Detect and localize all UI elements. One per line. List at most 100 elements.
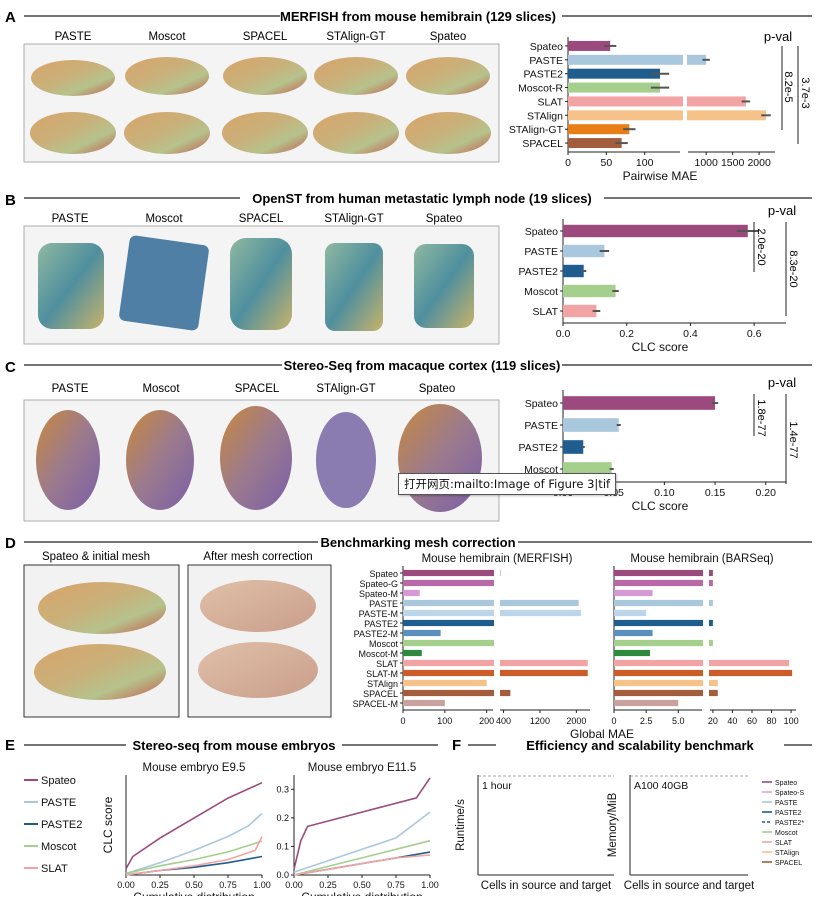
category-tick-label: Spateo-G (359, 579, 398, 589)
category-tick-label: Spateo-M (359, 589, 398, 599)
limit-annotation: A100 40GB (634, 780, 688, 792)
mesh-image-label: After mesh correction (203, 551, 312, 563)
legend-label: PASTE2 (41, 819, 82, 831)
x-tick-label: 0.20 (756, 487, 777, 499)
axis-break-gap (703, 568, 709, 578)
axis-break-gap (703, 678, 709, 688)
method-label: Moscot (145, 213, 183, 225)
series-line-moscot (125, 840, 263, 875)
brain-slice-image (314, 57, 398, 95)
axis-break-gap (494, 688, 500, 698)
bar-paste (614, 599, 713, 607)
pval-value: 8.3e-20 (787, 250, 799, 287)
axis-break-gap (683, 95, 687, 108)
pval-value: 8.2e-5 (782, 71, 794, 102)
x-tick-label: 0 (611, 716, 616, 726)
x-axis-label: Cells in source and target (624, 880, 755, 892)
category-tick-label: Spateo (525, 398, 558, 410)
bar-spateo (403, 569, 501, 577)
brain-mesh-image (38, 582, 166, 634)
cortex-slice-image (398, 404, 482, 512)
brain-slice-image (124, 112, 210, 154)
chart-e: Mouse embryo E9.50.000.250.500.751.00Cum… (24, 762, 439, 901)
lymph-node-image (38, 243, 104, 329)
x-tick-label: 0.00 (285, 880, 303, 890)
pval-value: 1.4e-77 (787, 421, 799, 458)
category-tick-label: Spateo (530, 41, 563, 53)
method-label: SPACEL (239, 213, 284, 225)
lymph-node-image (325, 243, 383, 331)
series-line-spateo (125, 781, 263, 870)
chart-f: 1 hour Cells in source and target Runtime/… (455, 775, 805, 892)
brain-slice-image (313, 112, 399, 154)
legend-label: Spateo (775, 780, 797, 787)
axis-break-gap (494, 668, 500, 678)
pval-label: p-val (768, 203, 796, 218)
method-label: Spateo (426, 213, 462, 225)
panel-b-title: OpenST from human metastatic lymph node … (252, 191, 592, 206)
subplot-title: Mouse embryo E11.5 (308, 762, 416, 774)
lymph-node-image (119, 235, 209, 331)
brain-mesh-image (200, 580, 316, 632)
category-tick-label: SLAT (533, 306, 559, 318)
bar-stalign (568, 110, 766, 121)
legend-label: STAlign (775, 850, 799, 857)
x-tick-label: 50 (600, 157, 612, 169)
panel-f-letter: F (452, 737, 461, 754)
category-tick-label: SLAT-M (366, 669, 398, 679)
legend-label: SLAT (775, 840, 793, 847)
x-tick-label: 0.10 (654, 487, 675, 499)
bar-spateo-m (614, 589, 653, 597)
x-tick-label: 1200 (530, 716, 550, 726)
legend-label: PASTE (41, 797, 76, 809)
brain-slice-image (125, 57, 209, 95)
axis-break-gap (494, 618, 500, 628)
cortex-slice-image (316, 412, 376, 508)
panel-a-letter: A (5, 9, 16, 26)
pval-value: 1.8e-77 (755, 399, 767, 436)
x-axis-label: Cumulative distribution (133, 890, 254, 896)
category-tick-label: Moscot (524, 286, 558, 298)
category-tick-label: PASTE-M (359, 609, 398, 619)
chart-b: Spateo PASTE PASTE2 Moscot SLAT 0.0 0.2 0.4 0.6 C… (519, 219, 786, 354)
x-axis-label: CLC score (632, 499, 689, 513)
x-tick-label: 0 (400, 716, 405, 726)
brain-mesh-image (198, 642, 318, 698)
panel-b-tissue-images (38, 235, 474, 331)
x-tick-label: 5.0 (672, 716, 685, 726)
bar-paste2-m (614, 629, 653, 637)
axis-break-gap (703, 668, 709, 678)
bar-spacel (614, 689, 718, 697)
method-label: PASTE (52, 383, 89, 395)
bar-moscot-r (568, 82, 660, 93)
bar-stalign (614, 679, 718, 687)
legend-label: PASTE (775, 800, 798, 807)
brain-mesh-image (34, 644, 166, 700)
x-tick-label: 60 (747, 716, 757, 726)
method-label: Spateo (430, 31, 466, 43)
category-tick-label: PASTE (524, 420, 558, 432)
x-tick-label: 0.75 (219, 880, 237, 890)
category-tick-label: PASTE2 (519, 442, 559, 454)
axis-break-gap (683, 109, 687, 122)
axis-break-gap (703, 578, 709, 588)
x-tick-label: 100 (636, 157, 654, 169)
bar-spateo-m (403, 589, 420, 597)
panel-c-title: Stereo-Seq from macaque cortex (119 slic… (284, 358, 561, 373)
x-tick-label: 1000 (694, 157, 718, 169)
pval-label: p-val (768, 375, 796, 390)
x-tick-label: 0.2 (619, 328, 634, 340)
y-tick-label: 0.0 (276, 870, 289, 880)
panel-c-method-labels: PASTE Moscot SPACEL STAlign-GT Spateo (52, 383, 456, 395)
category-tick-label: Moscot-R (518, 83, 563, 95)
category-tick-label: Moscot-M (358, 649, 398, 659)
bar-stalign-gt (568, 124, 630, 135)
bar-paste (563, 244, 605, 258)
x-axis-label: Cumulative distribution (301, 890, 422, 896)
legend-label: SPACEL (775, 860, 802, 867)
panel-f-title: Efficiency and scalability benchmark (526, 738, 754, 753)
series-line-spateo (293, 777, 431, 870)
method-label: SPACEL (235, 383, 280, 395)
category-tick-label: PASTE2 (364, 619, 398, 629)
category-tick-label: SPACEL (522, 138, 563, 150)
